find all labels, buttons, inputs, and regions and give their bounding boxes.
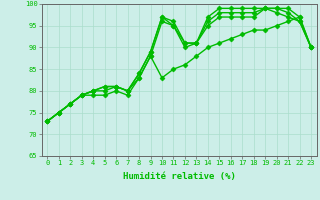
X-axis label: Humidité relative (%): Humidité relative (%) <box>123 172 236 181</box>
